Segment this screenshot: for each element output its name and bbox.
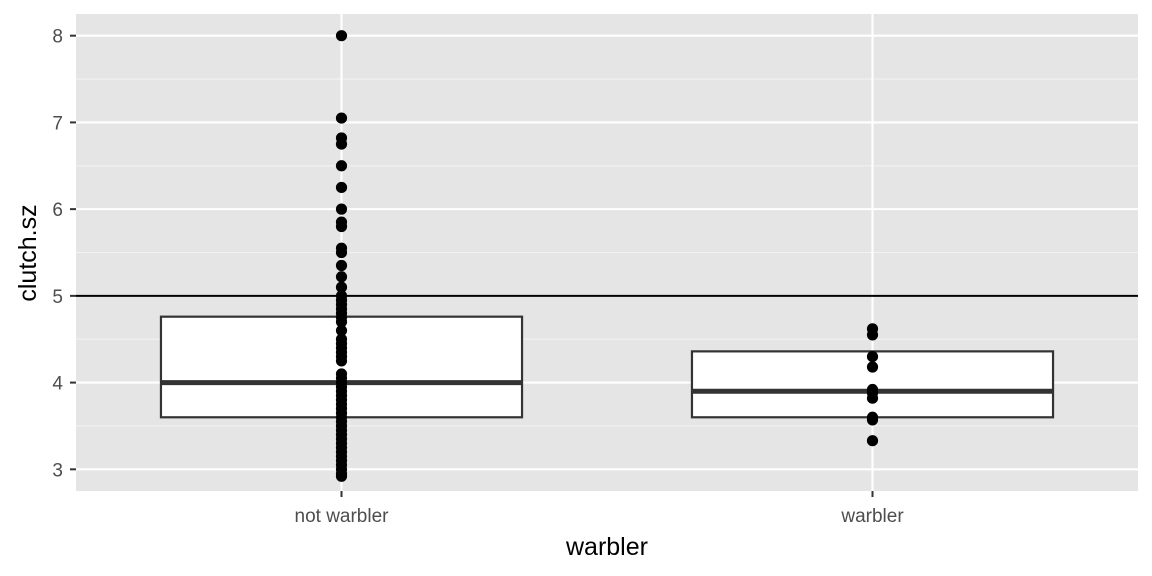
data-point <box>335 160 348 172</box>
data-point <box>335 259 348 272</box>
data-point <box>335 324 348 337</box>
x-tick-label: not warbler <box>295 506 390 527</box>
y-tick-label: 6 <box>52 200 63 221</box>
data-point <box>866 350 879 363</box>
data-point <box>335 203 348 215</box>
data-point <box>335 316 348 328</box>
data-point <box>866 329 879 341</box>
data-point <box>866 435 879 447</box>
data-point <box>335 281 348 293</box>
y-tick-label: 3 <box>52 460 63 481</box>
y-tick-label: 7 <box>52 113 63 134</box>
data-point <box>335 138 348 150</box>
data-point <box>335 271 348 283</box>
x-axis-title: warbler <box>565 533 648 561</box>
data-point <box>866 361 879 373</box>
data-point <box>335 246 348 259</box>
data-point <box>335 220 348 233</box>
y-axis: 3 4 5 6 7 8 <box>52 27 76 481</box>
y-tick-label: 4 <box>52 374 63 395</box>
data-point <box>335 30 348 42</box>
data-point <box>335 355 348 367</box>
data-point <box>335 112 348 124</box>
y-tick-label: 5 <box>52 287 63 308</box>
x-tick-label: warbler <box>840 506 904 527</box>
points <box>335 30 879 482</box>
x-axis: not warbler warbler <box>295 491 904 527</box>
y-axis-title: clutch.sz <box>14 204 42 301</box>
data-point <box>335 181 348 194</box>
data-point <box>335 470 348 482</box>
data-point <box>866 392 879 404</box>
data-point <box>866 414 879 426</box>
y-tick-label: 8 <box>52 27 63 48</box>
